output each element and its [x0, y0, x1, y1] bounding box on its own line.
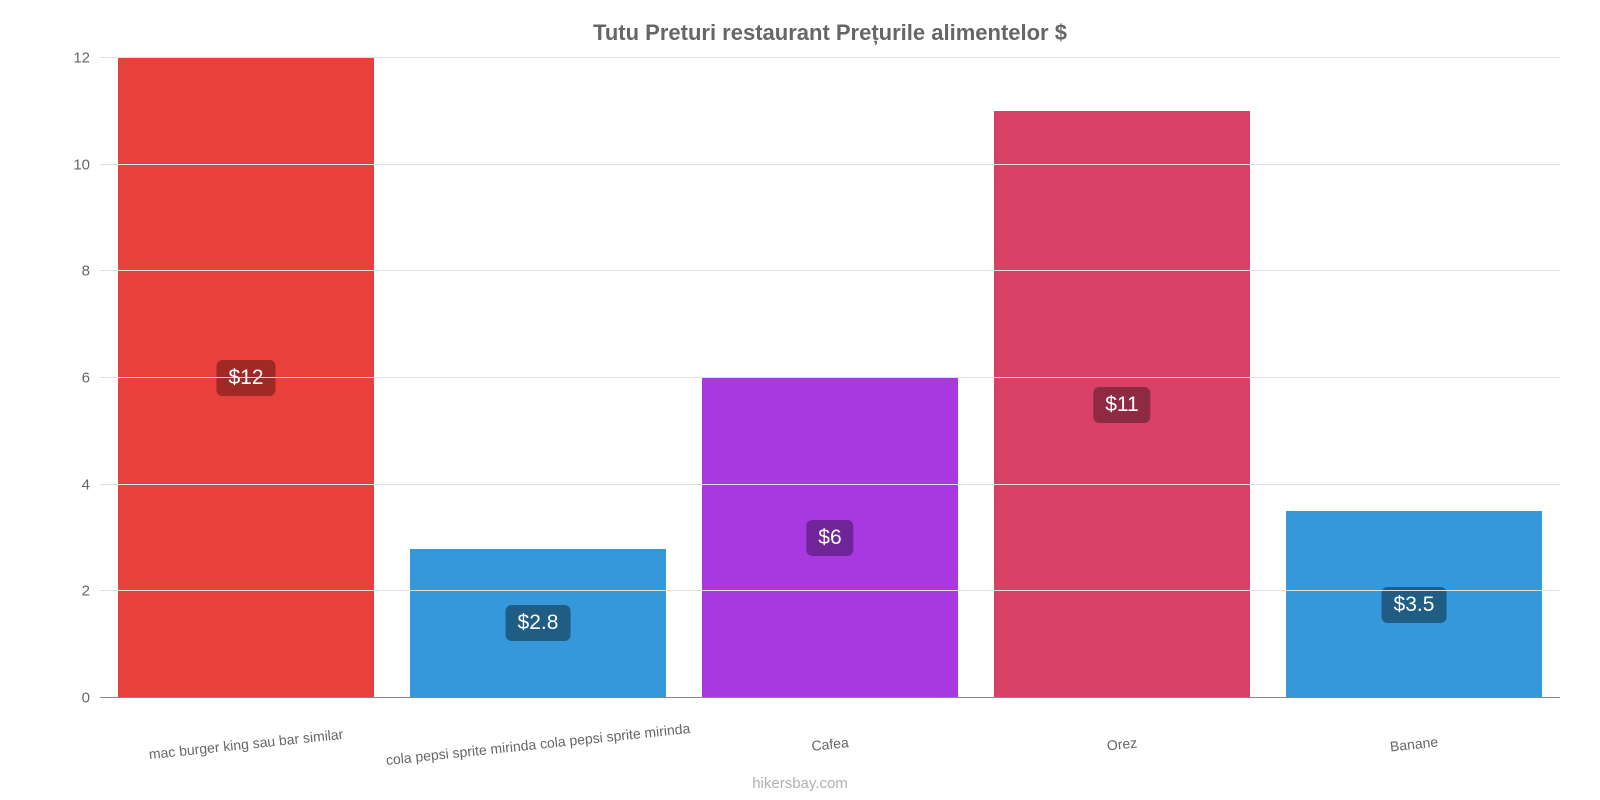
bar: $2.8	[410, 549, 667, 698]
x-label-column: Orez	[976, 728, 1268, 768]
bar: $6	[702, 378, 959, 698]
bar-value-badge: $2.8	[506, 605, 571, 641]
grid-line	[100, 57, 1560, 58]
bar: $11	[994, 111, 1251, 698]
grid-line	[100, 270, 1560, 271]
bar-column: $11	[976, 58, 1268, 698]
bar-value-badge: $12	[216, 360, 275, 396]
y-tick-label: 6	[82, 370, 100, 387]
y-tick-label: 12	[73, 50, 100, 67]
grid-line	[100, 484, 1560, 485]
x-axis-line	[100, 697, 1560, 698]
bar-column: $12	[100, 58, 392, 698]
bar-column: $3.5	[1268, 58, 1560, 698]
x-axis-label: Cafea	[811, 734, 850, 754]
x-axis-label: Banane	[1389, 734, 1439, 755]
y-tick-label: 8	[82, 263, 100, 280]
x-label-column: mac burger king sau bar similar	[100, 728, 392, 768]
chart-title: Tutu Preturi restaurant Prețurile alimen…	[100, 20, 1560, 46]
plot-area: $12$2.8$6$11$3.5 024681012	[100, 58, 1560, 698]
bar-value-badge: $6	[806, 520, 853, 556]
bars-container: $12 $2.8 $6 $11 $3.5	[100, 58, 1560, 698]
x-label-column: Cafea	[684, 728, 976, 768]
bar-value-badge: $11	[1093, 387, 1150, 423]
bar: $3.5	[1286, 511, 1543, 698]
grid-line	[100, 590, 1560, 591]
price-chart: Tutu Preturi restaurant Prețurile alimen…	[0, 0, 1600, 800]
bar-column: $6	[684, 58, 976, 698]
bar-value-badge: $3.5	[1382, 587, 1447, 623]
grid-line	[100, 377, 1560, 378]
y-tick-label: 0	[82, 690, 100, 707]
y-tick-label: 4	[82, 476, 100, 493]
x-axis-label: cola pepsi sprite mirinda cola pepsi spr…	[385, 720, 691, 768]
watermark-text: hikersbay.com	[752, 775, 848, 792]
x-labels-row: mac burger king sau bar similar cola peps…	[100, 728, 1560, 768]
y-tick-label: 2	[82, 583, 100, 600]
bar-column: $2.8	[392, 58, 684, 698]
grid-line	[100, 164, 1560, 165]
x-label-column: Banane	[1268, 728, 1560, 768]
bar: $12	[118, 58, 375, 698]
x-axis-label: Orez	[1106, 734, 1138, 753]
x-axis-label: mac burger king sau bar similar	[148, 726, 344, 762]
y-tick-label: 10	[73, 156, 100, 173]
x-label-column: cola pepsi sprite mirinda cola pepsi spr…	[392, 728, 684, 768]
